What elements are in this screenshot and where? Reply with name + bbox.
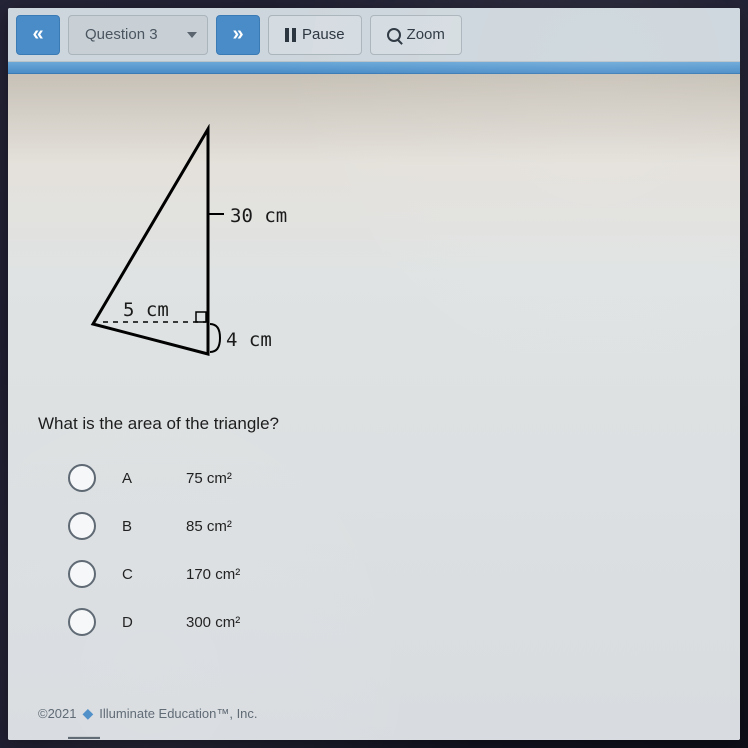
forward-button[interactable]: »: [216, 15, 260, 55]
zoom-label: Zoom: [407, 26, 445, 43]
question-text: What is the area of the triangle?: [8, 404, 740, 454]
option-value: 170 cm²: [186, 566, 240, 583]
radio-d[interactable]: [68, 608, 96, 636]
right-angle-marker: [196, 312, 206, 322]
option-letter: C: [122, 566, 142, 583]
accent-bar: [8, 62, 740, 74]
zoom-icon: [387, 28, 401, 42]
option-value: 300 cm²: [186, 614, 240, 631]
question-label: Question 3: [85, 26, 158, 43]
option-letter: A: [122, 470, 142, 487]
option-letter: D: [122, 614, 142, 631]
option-d: D 300 cm²: [68, 598, 720, 646]
rewind-icon: «: [32, 23, 43, 46]
quiz-window: « Question 3 » Pause Zoom: [8, 8, 740, 740]
option-value: 75 cm²: [186, 470, 232, 487]
option-letter: B: [122, 518, 142, 535]
toolbar: « Question 3 » Pause Zoom: [8, 8, 740, 62]
answer-options: A 75 cm² B 85 cm² C 170 cm² D 300 cm²: [8, 454, 740, 646]
option-value: 85 cm²: [186, 518, 232, 535]
triangle-diagram: 30 cm 5 cm 4 cm: [8, 74, 740, 404]
radio-c[interactable]: [68, 560, 96, 588]
option-c: C 170 cm²: [68, 550, 720, 598]
footer-underscore: —: [68, 717, 100, 740]
option-a: A 75 cm²: [68, 454, 720, 502]
fast-forward-icon: »: [232, 23, 243, 46]
content-area: 30 cm 5 cm 4 cm What is the area of the …: [8, 74, 740, 740]
radio-b[interactable]: [68, 512, 96, 540]
question-selector[interactable]: Question 3: [68, 15, 208, 55]
base-label: 5 cm: [123, 299, 169, 321]
option-b: B 85 cm²: [68, 502, 720, 550]
zoom-button[interactable]: Zoom: [370, 15, 462, 55]
pause-icon: [285, 28, 296, 42]
extension-label: 4 cm: [226, 329, 272, 351]
pause-label: Pause: [302, 26, 345, 43]
height-label: 30 cm: [230, 205, 287, 227]
back-button[interactable]: «: [16, 15, 60, 55]
pause-button[interactable]: Pause: [268, 15, 362, 55]
radio-a[interactable]: [68, 464, 96, 492]
extension-bracket: [210, 324, 220, 352]
company-name: Illuminate Education™, Inc.: [99, 706, 257, 721]
